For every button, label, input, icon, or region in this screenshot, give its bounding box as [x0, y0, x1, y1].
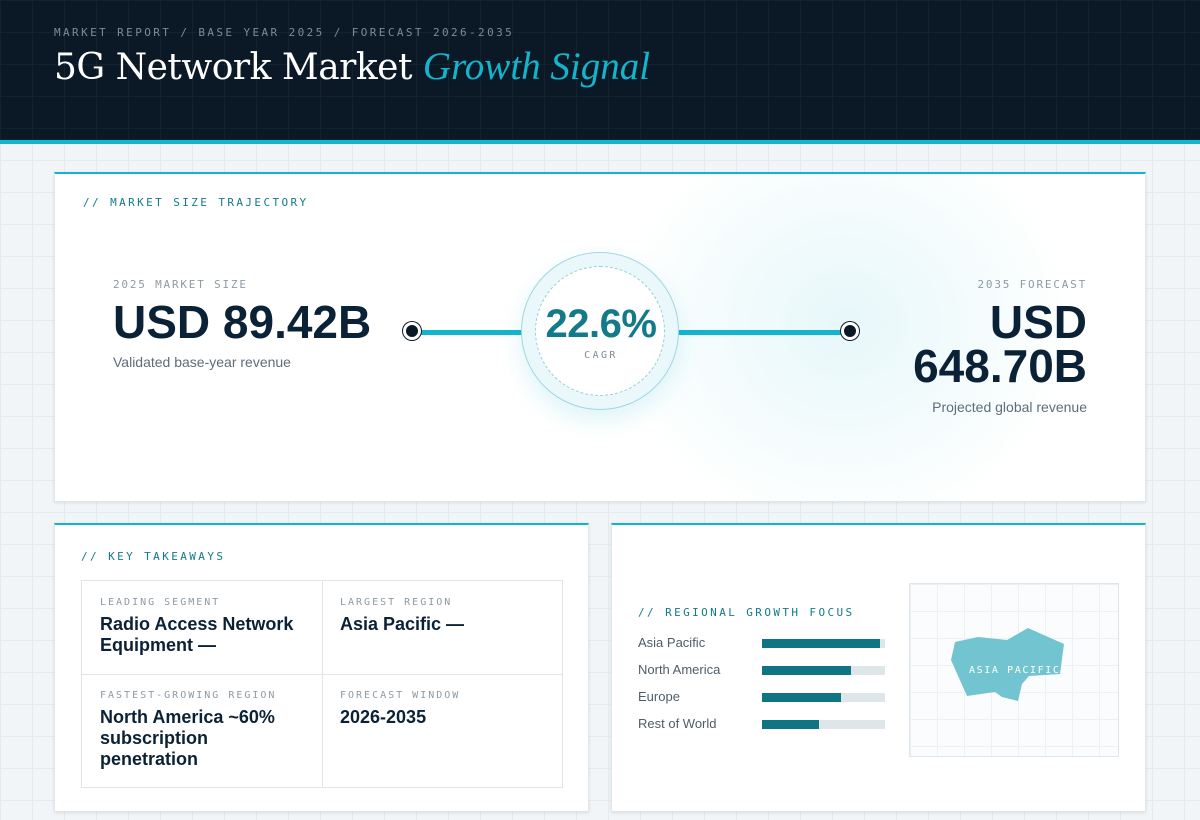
base-year-label: 2025 MARKET SIZE	[113, 278, 248, 291]
forecast-label: 2035 FORECAST	[977, 278, 1087, 291]
region-name: Europe	[638, 689, 680, 704]
takeaway-largest-region: LARGEST REGION Asia Pacific —	[322, 581, 562, 651]
takeaway-fastest-growing-region: FASTEST-GROWING REGION North America ~60…	[82, 674, 322, 786]
takeaway-value: 2026-2035	[340, 707, 427, 727]
takeaway-label: LARGEST REGION	[340, 597, 453, 608]
region-name: Asia Pacific	[638, 635, 706, 650]
region-bar-track	[762, 639, 885, 648]
takeaway-leading-segment: LEADING SEGMENT Radio Access Network Equ…	[82, 581, 322, 672]
trajectory-section-label: // MARKET SIZE TRAJECTORY	[83, 196, 309, 209]
base-year-caption: Validated base-year revenue	[113, 354, 291, 370]
cagr-value: 22.6%	[545, 302, 657, 346]
region-row: Rest of World	[638, 714, 888, 734]
cagr-inner-ring: 22.6% CAGR	[535, 266, 665, 396]
page-title: 5G Network Market Growth Signal	[54, 44, 650, 89]
report-header: MARKET REPORT / BASE YEAR 2025 / FORECAS…	[0, 0, 1200, 144]
region-map: ASIA PACIFIC	[909, 583, 1119, 757]
cagr-ring: 22.6% CAGR	[521, 252, 679, 410]
title-accent: Growth Signal	[422, 45, 651, 88]
report-eyebrow: MARKET REPORT / BASE YEAR 2025 / FORECAS…	[54, 26, 515, 39]
title-main: 5G Network Market	[54, 47, 412, 88]
end-dot-marker-icon	[841, 322, 859, 340]
takeaways-grid: LEADING SEGMENT Radio Access Network Equ…	[81, 580, 563, 788]
takeaway-forecast-window: FORECAST WINDOW 2026-2035	[322, 674, 562, 744]
forecast-value-line1: USD	[989, 296, 1087, 348]
grid-divider-horizontal	[82, 674, 562, 675]
market-size-trajectory-card: // MARKET SIZE TRAJECTORY 2025 MARKET SI…	[54, 172, 1146, 502]
asia-pacific-map-icon: ASIA PACIFIC	[951, 628, 1064, 701]
takeaways-section-label: // KEY TAKEAWAYS	[81, 550, 226, 563]
region-bar-fill	[762, 666, 851, 675]
takeaway-value: North America ~60% subscription penetrat…	[100, 707, 275, 769]
regional-section-label: // REGIONAL GROWTH FOCUS	[638, 606, 855, 619]
region-bar-track	[762, 693, 885, 702]
takeaway-label: LEADING SEGMENT	[100, 597, 221, 608]
key-takeaways-card: // KEY TAKEAWAYS LEADING SEGMENT Radio A…	[54, 523, 589, 812]
region-bar-track	[762, 720, 885, 729]
region-bar-fill	[762, 693, 841, 702]
forecast-value-line2: 648.70B	[913, 340, 1087, 392]
region-row: Asia Pacific	[638, 633, 888, 653]
region-bar-fill	[762, 639, 881, 648]
forecast-value: USD 648.70B	[913, 296, 1087, 392]
takeaway-label: FORECAST WINDOW	[340, 690, 461, 701]
start-dot-marker-icon	[403, 322, 421, 340]
forecast-caption: Projected global revenue	[932, 399, 1087, 415]
cagr-label: CAGR	[584, 350, 618, 361]
takeaway-value: Radio Access Network Equipment —	[100, 614, 294, 655]
region-bar-fill	[762, 720, 819, 729]
regional-growth-focus-card: // REGIONAL GROWTH FOCUS Asia Pacific No…	[611, 523, 1146, 812]
base-year-value: USD 89.42B	[113, 296, 372, 348]
region-row: North America	[638, 660, 888, 680]
region-row: Europe	[638, 687, 888, 707]
asia-pacific-region-shape	[951, 628, 1064, 701]
region-name: Rest of World	[638, 716, 717, 731]
map-region-label: ASIA PACIFIC	[969, 665, 1060, 676]
takeaway-value: Asia Pacific —	[340, 614, 465, 634]
takeaway-label: FASTEST-GROWING REGION	[100, 690, 277, 701]
region-name: North America	[638, 662, 721, 677]
grid-divider-vertical	[322, 581, 323, 787]
region-bar-track	[762, 666, 885, 675]
